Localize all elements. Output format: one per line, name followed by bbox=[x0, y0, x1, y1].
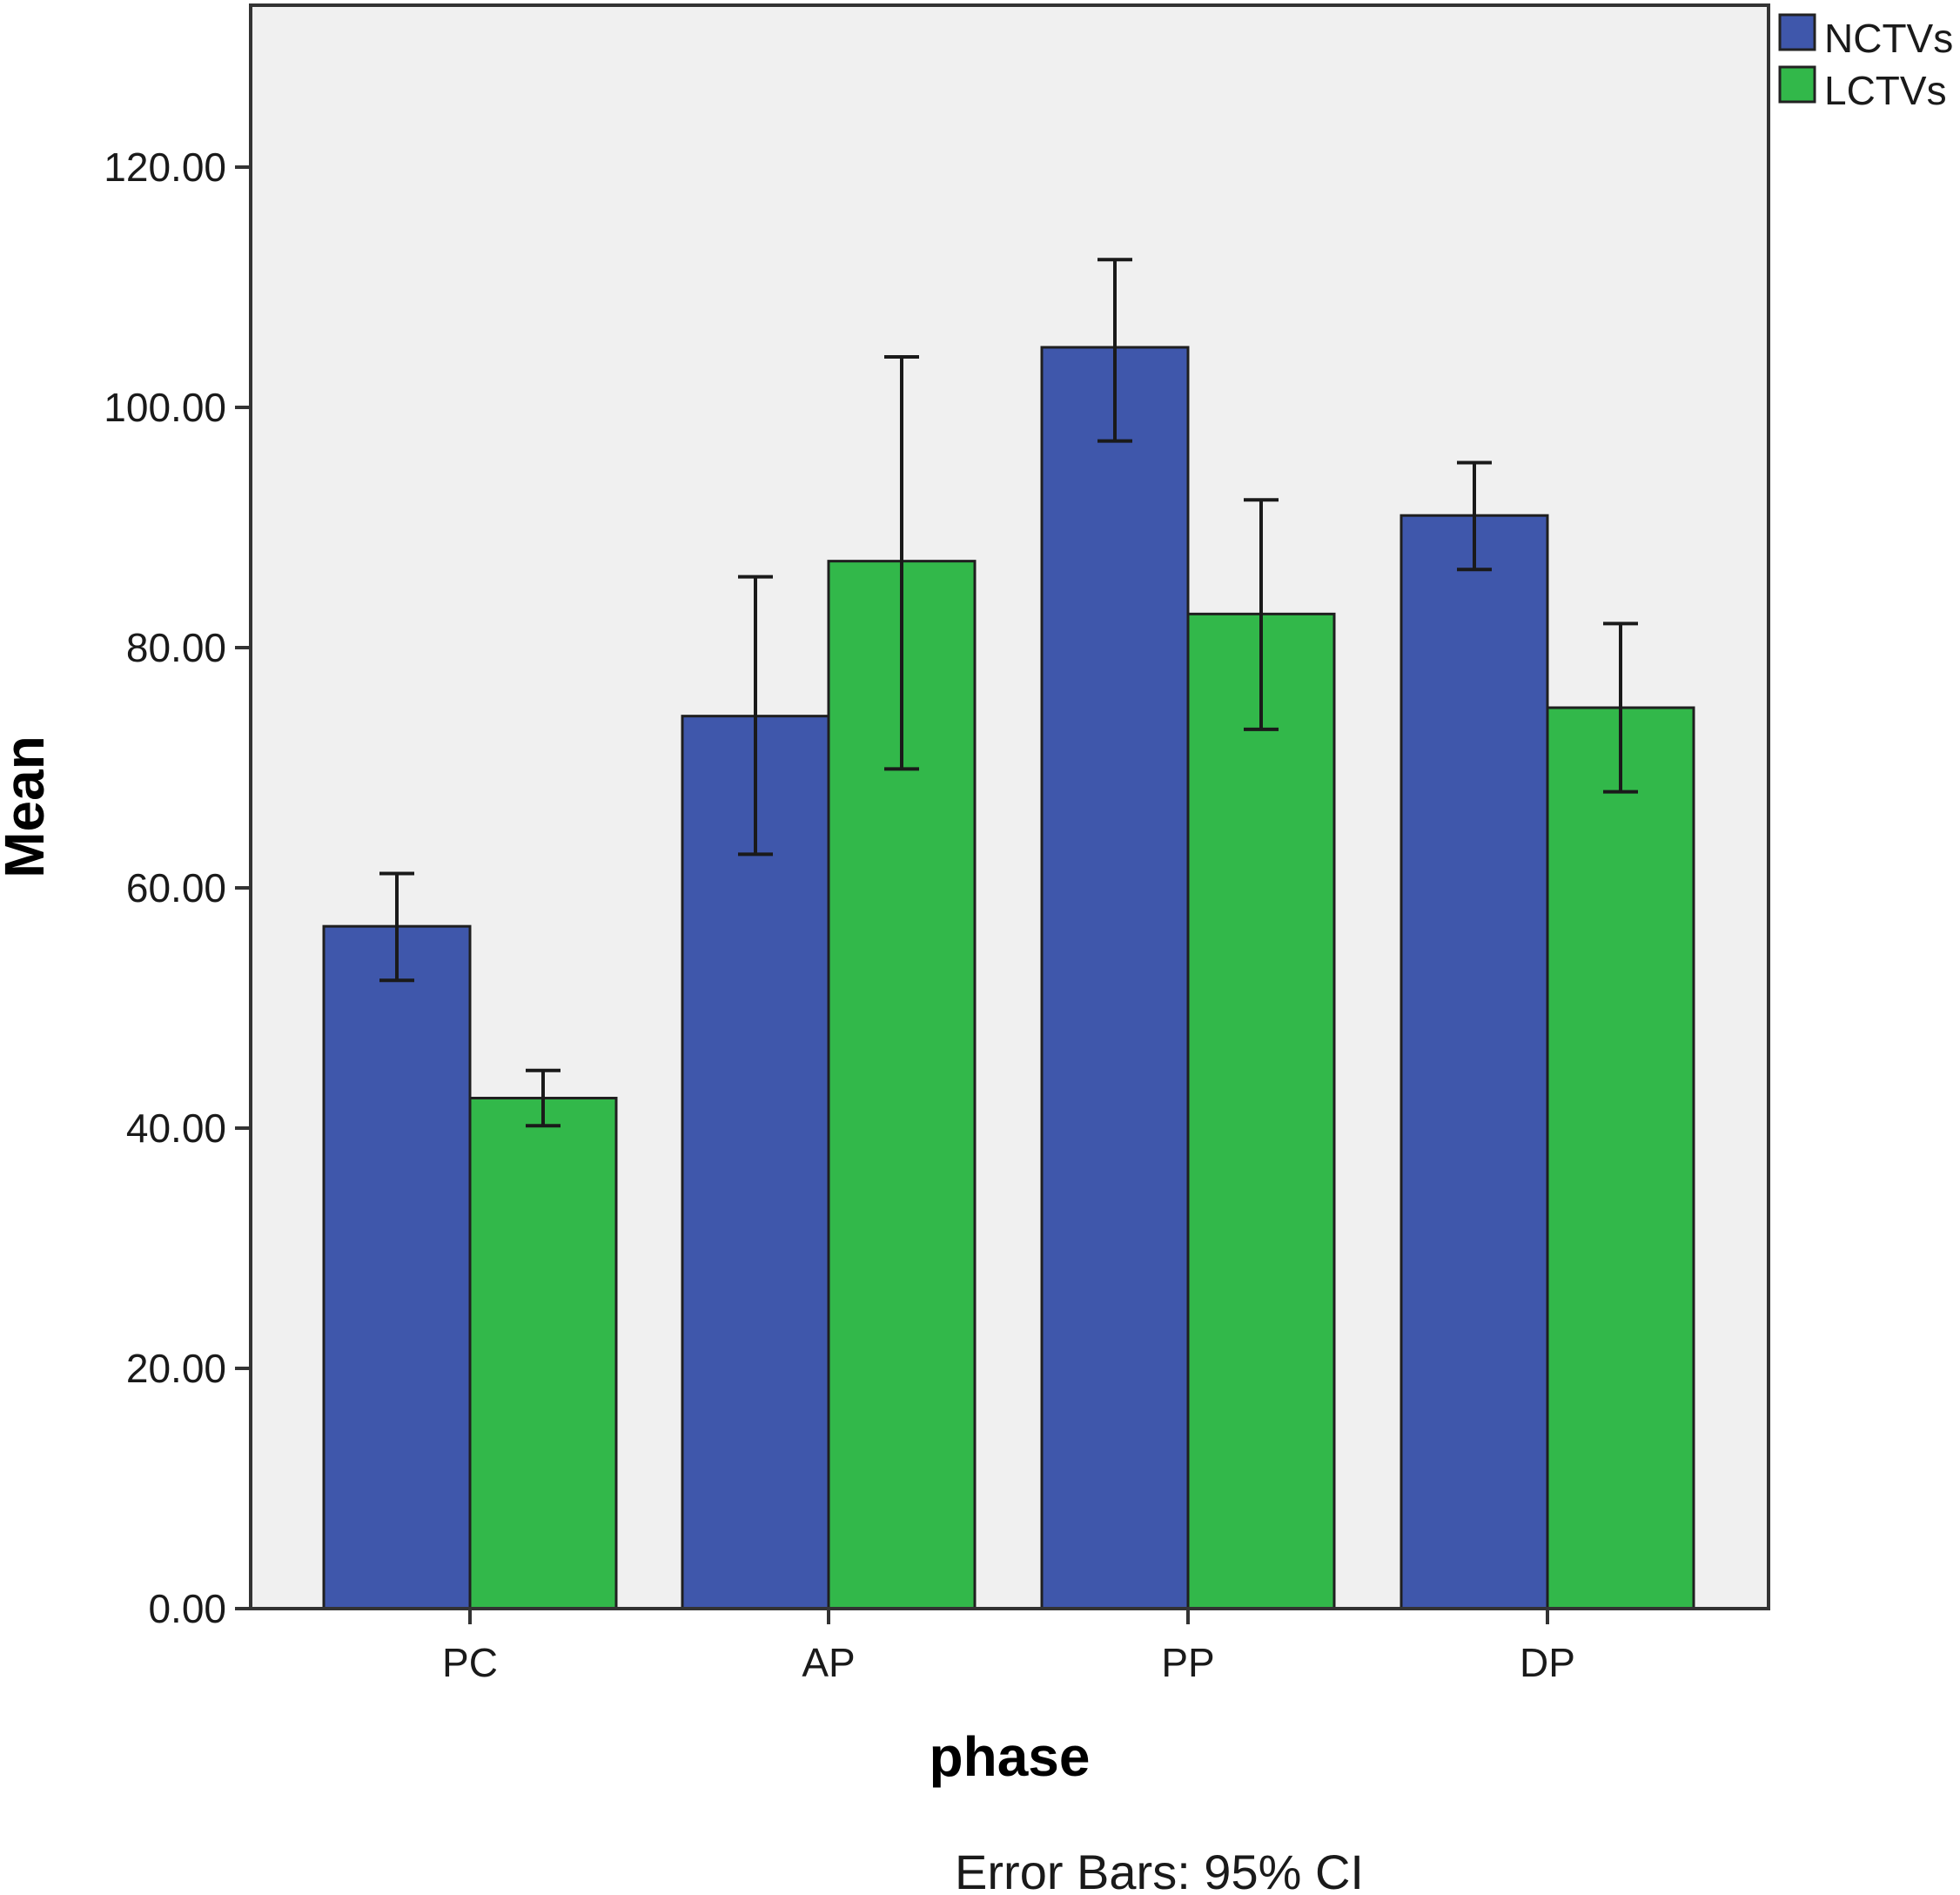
error-bar-lctvs-ap bbox=[884, 355, 919, 771]
x-axis-title: phase bbox=[930, 1725, 1091, 1788]
legend-label-ncTVs: NCTVs bbox=[1824, 16, 1953, 61]
y-tick-label: 120.00 bbox=[104, 144, 226, 190]
error-bars-footnote: Error Bars: 95% CI bbox=[955, 1845, 1364, 1895]
error-bars-layer bbox=[379, 258, 1638, 1128]
x-tick-label-pp: PP bbox=[1161, 1640, 1214, 1685]
error-bar-nctvs-dp bbox=[1457, 460, 1492, 572]
bar-lctvs-pc bbox=[468, 1097, 618, 1610]
y-tick-label: 0.00 bbox=[148, 1586, 226, 1631]
y-tick-label: 80.00 bbox=[126, 625, 226, 670]
error-bar-lctvs-dp bbox=[1603, 622, 1638, 794]
y-tick-label: 40.00 bbox=[126, 1105, 226, 1151]
plot-frame bbox=[249, 3, 1770, 1610]
legend-label-lcTVs: LCTVs bbox=[1824, 68, 1947, 113]
y-axis: 0.00 20.00 40.00 60.00 80.00 100.00 120.00 bbox=[104, 144, 251, 1631]
y-tick-label: 100.00 bbox=[104, 385, 226, 430]
error-bar-nctvs-pp bbox=[1097, 258, 1132, 443]
x-tick-label-pc: PC bbox=[442, 1640, 498, 1685]
bar-nctvs-pc bbox=[322, 924, 472, 1610]
bar-lctvs-dp bbox=[1546, 706, 1695, 1610]
bars-layer bbox=[322, 346, 1695, 1610]
y-tick-label: 60.00 bbox=[126, 865, 226, 911]
error-bar-lctvs-pc bbox=[526, 1068, 560, 1128]
error-bar-lctvs-pp bbox=[1244, 498, 1279, 731]
legend-swatch-ncTVs bbox=[1778, 13, 1816, 51]
bar-nctvs-pp bbox=[1040, 346, 1190, 1610]
x-tick-label-ap: AP bbox=[802, 1640, 855, 1685]
error-bar-nctvs-pc bbox=[379, 871, 414, 983]
legend: NCTVs LCTVs bbox=[1778, 13, 1953, 113]
bar-nctvs-dp bbox=[1400, 514, 1549, 1610]
error-bar-nctvs-ap bbox=[738, 575, 773, 857]
x-axis: PC AP PP DP bbox=[442, 1609, 1575, 1685]
bar-lctvs-pp bbox=[1186, 612, 1336, 1610]
legend-swatch-lcTVs bbox=[1778, 65, 1816, 104]
x-tick-label-dp: DP bbox=[1520, 1640, 1575, 1685]
y-axis-title: Mean bbox=[0, 736, 56, 878]
y-tick-label: 20.00 bbox=[126, 1346, 226, 1391]
